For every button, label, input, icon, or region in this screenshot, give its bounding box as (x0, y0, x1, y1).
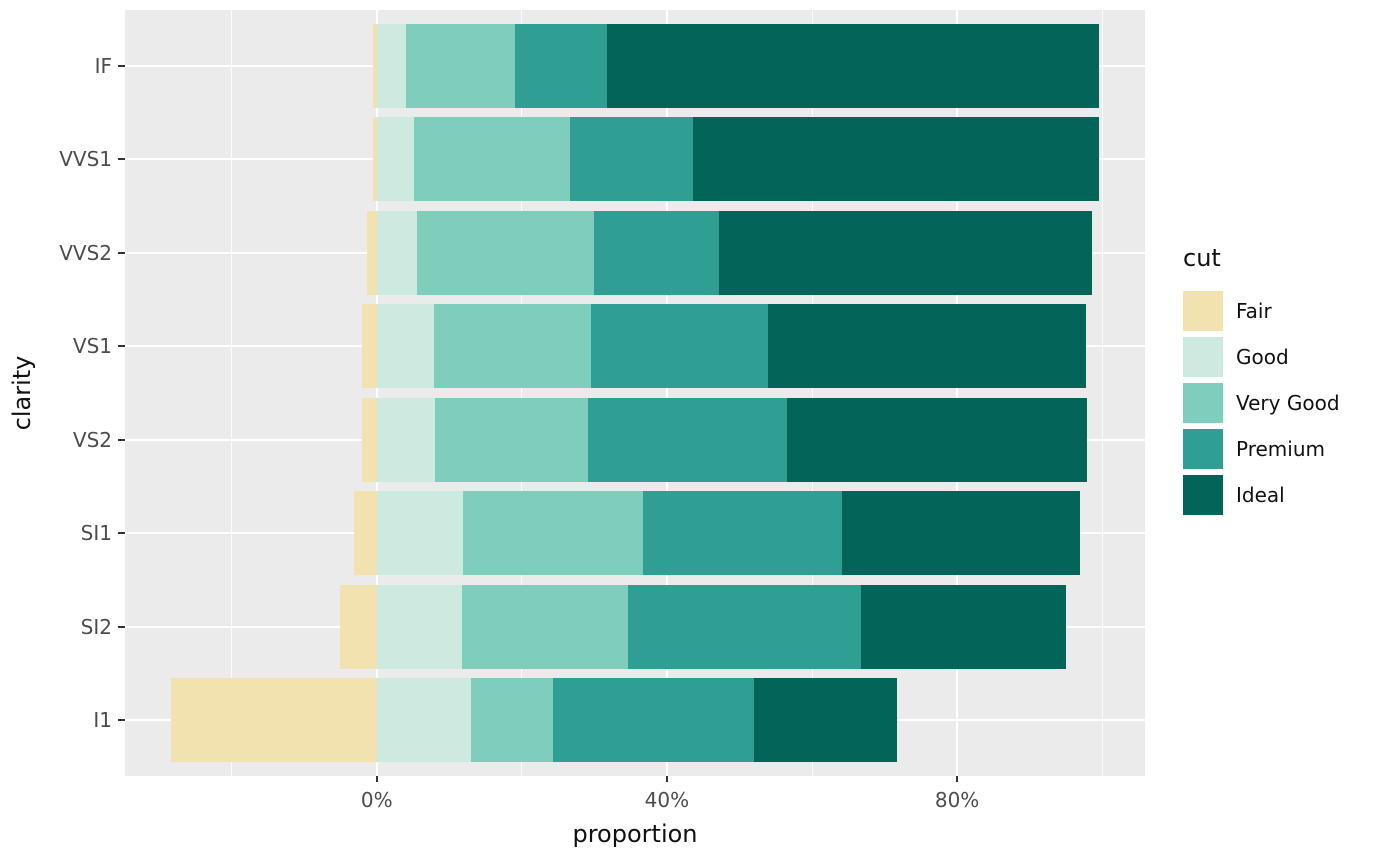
bar-segment-SI2-very-good (462, 584, 628, 669)
bar-segment-VS1-very-good (434, 304, 592, 389)
legend-item-very-good: Very Good (1183, 380, 1340, 426)
legend-label: Premium (1236, 437, 1325, 461)
bar-segment-VVS2-fair (366, 210, 377, 295)
y-axis-tick (118, 345, 125, 348)
minor-gridline (1101, 10, 1103, 776)
bar-segment-VVS2-premium (594, 210, 720, 295)
bar-segment-VVS2-very-good (417, 210, 595, 295)
major-gridline (375, 10, 378, 776)
legend-item-fair: Fair (1183, 288, 1340, 334)
y-axis-tick (118, 532, 125, 535)
plot-panel (125, 10, 1145, 776)
bar-segment-SI1-fair (354, 491, 377, 576)
bar-segment-SI1-ideal (841, 491, 1080, 576)
y-axis-tick (118, 718, 125, 721)
bar-segment-VS2-very-good (434, 397, 588, 482)
y-tick-label-I1: I1 (93, 707, 112, 732)
bar-segment-I1-good (376, 677, 472, 762)
y-tick-label-SI1: SI1 (80, 521, 112, 546)
y-tick-label-VS2: VS2 (72, 427, 112, 452)
bar-segment-SI2-premium (627, 584, 861, 669)
y-tick-label-SI2: SI2 (80, 614, 112, 639)
legend-swatch-icon (1183, 475, 1223, 515)
bar-segment-VS1-good (376, 304, 435, 389)
legend-swatch-icon (1183, 337, 1223, 377)
bar-segment-VVS1-ideal (693, 117, 1100, 202)
legend-items: Fair Good Very Good Premium Ideal (1183, 288, 1340, 518)
bar-segment-I1-premium (553, 677, 754, 762)
x-axis-title: proportion (572, 820, 698, 848)
bar-segment-VS2-fair (361, 397, 377, 482)
legend-item-premium: Premium (1183, 426, 1340, 472)
bar-segment-VVS2-ideal (719, 210, 1093, 295)
bar-segment-IF-premium (514, 24, 608, 109)
bar-segment-SI1-very-good (463, 491, 643, 576)
bar-segment-SI2-ideal (860, 584, 1066, 669)
legend: cut Fair Good Very Good Premium Ideal (1183, 244, 1340, 518)
y-tick-label-IF: IF (94, 54, 112, 79)
legend-swatch-icon (1183, 383, 1223, 423)
legend-item-good: Good (1183, 334, 1340, 380)
x-axis-tick (375, 776, 378, 782)
legend-swatch-icon (1183, 429, 1223, 469)
bar-segment-SI1-premium (642, 491, 842, 576)
bar-segment-VS1-premium (591, 304, 768, 389)
y-axis-tick (118, 65, 125, 68)
legend-label: Very Good (1236, 391, 1340, 415)
bar-segment-I1-ideal (753, 677, 897, 762)
y-tick-label-VS1: VS1 (72, 334, 112, 359)
minor-gridline (231, 10, 233, 776)
x-tick-label: 80% (934, 788, 980, 812)
legend-title: cut (1183, 244, 1221, 272)
x-tick-label: 0% (360, 788, 393, 812)
y-axis-tick (118, 625, 125, 628)
bar-segment-SI1-good (376, 491, 464, 576)
bar-segment-VS1-fair (361, 304, 377, 389)
bar-segment-VVS2-good (376, 210, 418, 295)
x-axis-tick (956, 776, 959, 782)
bar-segment-SI2-good (376, 584, 463, 669)
y-axis-tick (118, 438, 125, 441)
major-gridline (665, 10, 668, 776)
bar-segment-IF-fair (373, 24, 377, 109)
bar-segment-VS2-premium (587, 397, 787, 482)
bar-segment-IF-very-good (405, 24, 515, 109)
x-tick-label: 40% (644, 788, 690, 812)
bar-segment-VVS1-premium (570, 117, 694, 202)
bar-segment-IF-ideal (607, 24, 1099, 109)
legend-label: Good (1236, 345, 1289, 369)
y-axis-tick (118, 158, 125, 161)
bar-segment-IF-good (376, 24, 406, 109)
bar-segment-VVS1-fair (373, 117, 377, 202)
legend-item-ideal: Ideal (1183, 472, 1340, 518)
legend-swatch-icon (1183, 291, 1223, 331)
bar-segment-VS2-good (376, 397, 435, 482)
minor-gridline (521, 10, 523, 776)
y-tick-label-VVS1: VVS1 (59, 147, 112, 172)
bar-segment-VVS1-good (376, 117, 414, 202)
bar-segment-VS2-ideal (786, 397, 1087, 482)
minor-gridline (811, 10, 813, 776)
y-tick-label-VVS2: VVS2 (59, 240, 112, 265)
bar-segment-I1-very-good (471, 677, 553, 762)
y-axis-tick (118, 251, 125, 254)
legend-label: Ideal (1236, 483, 1285, 507)
bar-segment-VVS1-very-good (413, 117, 571, 202)
major-gridline (956, 10, 959, 776)
bar-segment-I1-fair (171, 677, 377, 762)
x-axis-tick (665, 776, 668, 782)
bar-segment-VS1-ideal (767, 304, 1087, 389)
bar-segment-SI2-fair (339, 584, 377, 669)
legend-label: Fair (1236, 299, 1272, 323)
y-axis-title: clarity (8, 355, 36, 431)
